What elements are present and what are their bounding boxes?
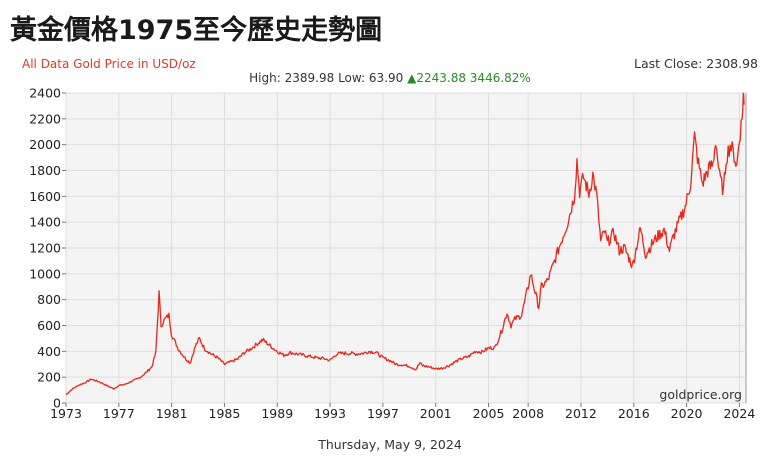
- y-axis: 0 200 400 600 800 1000 1200 1400 1600 1800 2000 220…: [29, 86, 66, 411]
- y-tick-label: 400: [37, 344, 61, 359]
- goldprice-watermark: goldprice.org: [659, 387, 742, 402]
- y-tick-label: 0: [53, 396, 61, 411]
- y-tick-label: 1600: [29, 189, 61, 204]
- gold-price-line: [65, 92, 745, 396]
- high-label: High:: [249, 71, 281, 85]
- x-tick-label: 2024: [723, 406, 755, 421]
- x-tick-label: 1993: [314, 406, 346, 421]
- price-stats: High: 2389.98 Low: 63.90 ▲2243.88 3446.8…: [0, 71, 780, 85]
- x-axis: 1973 1977 1981 1985 1989 1993 1997 2001 2005 2008…: [50, 403, 755, 421]
- y-tick-label: 2000: [29, 137, 61, 152]
- x-tick-label: 2008: [512, 406, 544, 421]
- x-tick-label: 1973: [50, 406, 82, 421]
- y-tick-label: 1000: [29, 266, 61, 281]
- change-percent: 3446.82%: [469, 71, 531, 85]
- change-value: 2243.88: [416, 71, 466, 85]
- x-tick-label: 2012: [565, 406, 597, 421]
- y-tick-label: 600: [37, 318, 61, 333]
- y-tick-label: 800: [37, 292, 61, 307]
- y-tick-label: 2400: [29, 86, 61, 101]
- y-tick-label: 1200: [29, 241, 61, 256]
- x-tick-label: 1981: [156, 406, 188, 421]
- chart-subtitle: All Data Gold Price in USD/oz: [22, 57, 196, 71]
- up-arrow-icon: ▲: [407, 71, 417, 85]
- last-close-label: Last Close: 2308.98: [634, 56, 758, 71]
- x-tick-label: 1977: [103, 406, 135, 421]
- low-label: Low:: [338, 71, 366, 85]
- x-tick-label: 1985: [209, 406, 241, 421]
- y-tick-label: 2200: [29, 111, 61, 126]
- x-tick-label: 1989: [261, 406, 293, 421]
- high-value: 2389.98: [284, 71, 335, 85]
- x-tick-label: 2016: [618, 406, 650, 421]
- y-tick-label: 1400: [29, 215, 61, 230]
- x-tick-label: 2001: [420, 406, 452, 421]
- date-footer: Thursday, May 9, 2024: [318, 437, 462, 452]
- x-tick-label: 2020: [671, 406, 703, 421]
- x-tick-label: 1997: [367, 406, 399, 421]
- y-tick-label: 1800: [29, 163, 61, 178]
- x-tick-label: 2005: [473, 406, 505, 421]
- page-title: 黃金價格1975至今歷史走勢圖: [10, 15, 383, 46]
- low-value: 63.90: [368, 71, 404, 85]
- y-tick-label: 200: [37, 370, 61, 385]
